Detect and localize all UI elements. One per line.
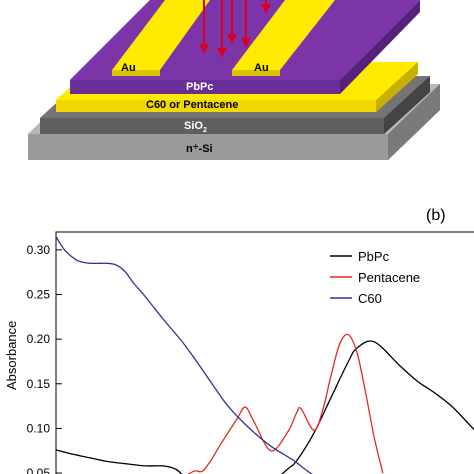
y-axis-label: Absorbance [4,321,19,390]
electrode-left-label: Au [121,62,136,74]
electrode-left [112,0,210,70]
electrode-left-front [112,70,160,76]
series-line-c60 [55,236,313,474]
si-substrate-side [388,84,440,160]
legend: PbPc Pentacene C60 [330,249,420,306]
light-arrow-head [199,44,209,54]
plot-frame [55,231,474,474]
pbpc-side [340,0,420,94]
y-tick-label: 0.30 [27,243,51,257]
electrode-right-front [232,70,280,76]
electrode-right [232,0,335,70]
light-arrow-head [241,38,251,48]
panel-label: (b) [426,207,446,224]
sio2-label: SiO2 [184,120,207,134]
light-arrows [199,0,271,58]
absorbance-chart: Absorbance 0.30 0.25 0.20 0.15 0.10 0.05 PbPc… [4,231,474,474]
light-arrow-head [227,34,237,44]
semiconductor-label: C60 or Pentacene [146,99,238,111]
electrode-right-label: Au [254,62,269,74]
semiconductor-side [376,62,418,112]
y-tick-label: 0.20 [27,332,51,346]
substrate-label: n⁺-Si [186,143,213,155]
device-schematic: Au Au PbPc C60 or Pentacene SiO2 n⁺-Si [28,0,440,160]
sio2-label-sub: 2 [203,127,207,134]
legend-entry: Pentacene [358,270,420,285]
legend-entry: C60 [358,291,382,306]
series-line-pentacene [187,333,384,474]
y-tick-label: 0.05 [27,466,51,474]
series-line-pbpc [55,340,474,474]
y-tick-label: 0.15 [27,377,51,391]
y-axis-ticks: 0.30 0.25 0.20 0.15 0.10 0.05 [27,243,62,474]
y-tick-label: 0.10 [27,421,51,435]
legend-entry: PbPc [358,249,390,264]
series-lines [55,236,474,474]
y-tick-label: 0.25 [27,288,51,302]
sio2-side [384,76,430,134]
light-arrow-head [217,48,227,58]
light-arrow-head [261,4,271,14]
pbpc-label: PbPc [186,81,214,93]
sio2-label-base: SiO [184,120,203,132]
